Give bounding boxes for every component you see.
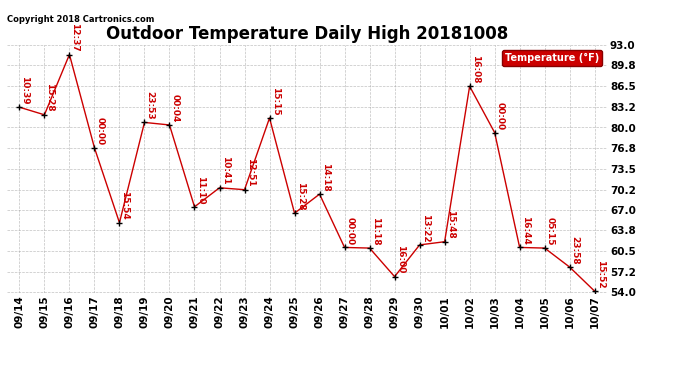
Text: 13:22: 13:22: [421, 213, 430, 242]
Text: 15:15: 15:15: [270, 87, 279, 115]
Text: 12:37: 12:37: [70, 23, 79, 52]
Text: 11:18: 11:18: [371, 217, 380, 245]
Text: 10:41: 10:41: [221, 156, 230, 185]
Text: 05:15: 05:15: [546, 217, 555, 245]
Text: 15:54: 15:54: [121, 191, 130, 220]
Text: 23:58: 23:58: [571, 236, 580, 264]
Text: 00:00: 00:00: [495, 102, 504, 130]
Text: 15:28: 15:28: [295, 182, 304, 210]
Text: 16:08: 16:08: [471, 55, 480, 84]
Text: 14:18: 14:18: [321, 163, 330, 191]
Text: 12:51: 12:51: [246, 158, 255, 187]
Text: 00:00: 00:00: [346, 216, 355, 244]
Legend: Temperature (°F): Temperature (°F): [502, 50, 602, 66]
Text: 15:52: 15:52: [595, 260, 604, 288]
Text: 15:28: 15:28: [46, 83, 55, 112]
Text: 16:44: 16:44: [521, 216, 530, 244]
Text: 16:00: 16:00: [395, 246, 404, 274]
Text: 00:00: 00:00: [95, 117, 104, 145]
Text: 15:48: 15:48: [446, 210, 455, 239]
Text: 11:10: 11:10: [195, 176, 204, 204]
Text: 23:53: 23:53: [146, 91, 155, 120]
Text: 10:39: 10:39: [21, 76, 30, 104]
Title: Outdoor Temperature Daily High 20181008: Outdoor Temperature Daily High 20181008: [106, 26, 508, 44]
Text: Copyright 2018 Cartronics.com: Copyright 2018 Cartronics.com: [7, 15, 155, 24]
Text: 00:04: 00:04: [170, 94, 179, 122]
